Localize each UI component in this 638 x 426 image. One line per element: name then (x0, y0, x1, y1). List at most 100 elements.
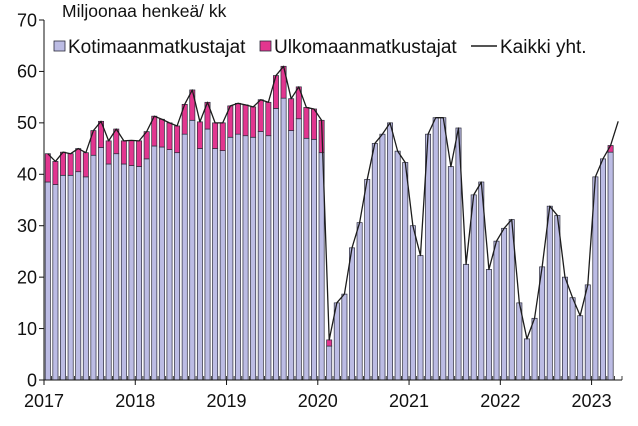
bar-kotimaanmatkustajat (371, 143, 378, 381)
bar-kotimaanmatkustajat (280, 97, 287, 381)
bar-kotimaanmatkustajat (470, 194, 477, 381)
bar-ulkomaanmatkustajat (280, 65, 287, 99)
y-ticks: 0 10 20 30 40 50 60 70 (17, 10, 44, 390)
bar-ulkomaanmatkustajat (311, 108, 317, 140)
bar-kotimaanmatkustajat (447, 166, 454, 381)
bar-ulkomaanmatkustajat (288, 98, 295, 131)
bar-ulkomaanmatkustajat (326, 339, 333, 347)
bar-kotimaanmatkustajat (607, 151, 614, 381)
bar-kotimaanmatkustajat (417, 255, 424, 381)
bar-kotimaanmatkustajat (219, 150, 226, 381)
y-tick-label: 70 (17, 10, 37, 30)
bar-kotimaanmatkustajat (387, 122, 393, 381)
bar-ulkomaanmatkustajat (257, 99, 264, 132)
bar-kotimaanmatkustajat (136, 166, 143, 381)
y-tick-label: 40 (17, 165, 37, 185)
x-tick-label: 2021 (389, 391, 429, 411)
bar-kotimaanmatkustajat (250, 136, 257, 381)
bar-ulkomaanmatkustajat (44, 153, 51, 183)
bar-ulkomaanmatkustajat (143, 131, 150, 160)
bar-ulkomaanmatkustajat (82, 152, 89, 178)
bar-kotimaanmatkustajat (432, 117, 439, 381)
bar-ulkomaanmatkustajat (219, 122, 226, 151)
y-tick-label: 60 (17, 62, 37, 82)
bar-kotimaanmatkustajat (60, 174, 66, 381)
legend: Kotimaanmatkustajat Ulkomaanmatkustajat … (53, 37, 587, 58)
bar-kotimaanmatkustajat (67, 174, 74, 381)
bar-kotimaanmatkustajat (288, 130, 295, 381)
bar-ulkomaanmatkustajat (265, 101, 272, 137)
bar-kotimaanmatkustajat (311, 138, 317, 381)
bar-ulkomaanmatkustajat (128, 139, 135, 166)
bar-kotimaanmatkustajat (151, 145, 158, 381)
bar-kotimaanmatkustajat (257, 131, 264, 381)
bar-ulkomaanmatkustajat (52, 161, 59, 185)
bar-kotimaanmatkustajat (584, 284, 591, 381)
bar-kotimaanmatkustajat (485, 269, 492, 381)
bar-kotimaanmatkustajat (394, 150, 401, 381)
bar-kotimaanmatkustajat (577, 315, 584, 381)
bar-ulkomaanmatkustajat (174, 125, 181, 154)
total-line-kaikki-yht (47, 65, 619, 341)
x-tick-label: 2017 (24, 391, 64, 411)
y-tick-label: 50 (17, 113, 37, 133)
legend-swatch-ulkomaanmatkustajat (259, 40, 272, 52)
bar-kotimaanmatkustajat (341, 293, 348, 381)
bar-kotimaanmatkustajat (212, 148, 219, 381)
bar-kotimaanmatkustajat (265, 135, 272, 381)
bar-kotimaanmatkustajat (402, 162, 409, 381)
bar-kotimaanmatkustajat (349, 247, 355, 381)
y-tick-label: 10 (17, 319, 37, 339)
x-tick-label: 2019 (207, 391, 247, 411)
x-ticks: 2017 2018 2019 2020 2021 2022 2023 (24, 380, 612, 411)
bar-kotimaanmatkustajat (90, 154, 97, 381)
bar-kotimaanmatkustajat (174, 152, 181, 381)
bar-kotimaanmatkustajat (409, 225, 416, 381)
bar-kotimaanmatkustajat (546, 205, 553, 381)
x-tick-label: 2023 (572, 391, 612, 411)
bar-kotimaanmatkustajat (554, 215, 561, 381)
bar-kotimaanmatkustajat (364, 179, 371, 381)
y-tick-label: 30 (17, 216, 37, 236)
bar-ulkomaanmatkustajat (196, 121, 203, 149)
bar-ulkomaanmatkustajat (234, 102, 241, 135)
y-axis-label: Miljoonaa henkeä/ kk (62, 1, 227, 21)
bar-kotimaanmatkustajat (196, 148, 203, 381)
bar-kotimaanmatkustajat (234, 133, 241, 381)
bar-ulkomaanmatkustajat (212, 122, 219, 149)
bar-ulkomaanmatkustajat (67, 153, 74, 176)
bar-kotimaanmatkustajat (189, 119, 196, 381)
bar-kotimaanmatkustajat (166, 149, 173, 381)
bar-kotimaanmatkustajat (82, 176, 89, 381)
bar-kotimaanmatkustajat (158, 146, 165, 381)
x-tick-label: 2018 (115, 391, 155, 411)
bar-ulkomaanmatkustajat (60, 151, 66, 176)
bar-kotimaanmatkustajat (463, 263, 470, 381)
bar-kotimaanmatkustajat (120, 163, 127, 381)
bar-kotimaanmatkustajat (569, 297, 576, 381)
bar-kotimaanmatkustajat (52, 184, 59, 381)
bar-ulkomaanmatkustajat (242, 104, 249, 137)
bar-kotimaanmatkustajat (493, 240, 500, 381)
bar-ulkomaanmatkustajat (303, 107, 310, 139)
bar-kotimaanmatkustajat (539, 266, 546, 381)
bar-kotimaanmatkustajat (75, 171, 82, 381)
bar-kotimaanmatkustajat (128, 165, 135, 381)
bar-kotimaanmatkustajat (98, 147, 104, 381)
x-tick-label: 2022 (480, 391, 520, 411)
bar-kotimaanmatkustajat (326, 345, 333, 381)
legend-swatch-kotimaanmatkustajat (53, 40, 66, 52)
bar-kotimaanmatkustajat (105, 163, 112, 381)
axes (43, 20, 623, 381)
legend-label-ulkomaanmatkustajat: Ulkomaanmatkustajat (274, 37, 457, 58)
bar-kotimaanmatkustajat (303, 137, 310, 381)
bar-kotimaanmatkustajat (295, 118, 302, 381)
bar-kotimaanmatkustajat (242, 135, 249, 381)
bar-kotimaanmatkustajat (562, 276, 568, 381)
bar-kotimaanmatkustajat (113, 153, 120, 381)
bar-kotimaanmatkustajat (440, 117, 447, 381)
bar-ulkomaanmatkustajat (158, 118, 165, 148)
x-tick-label: 2020 (298, 391, 338, 411)
bar-kotimaanmatkustajat (501, 227, 508, 381)
